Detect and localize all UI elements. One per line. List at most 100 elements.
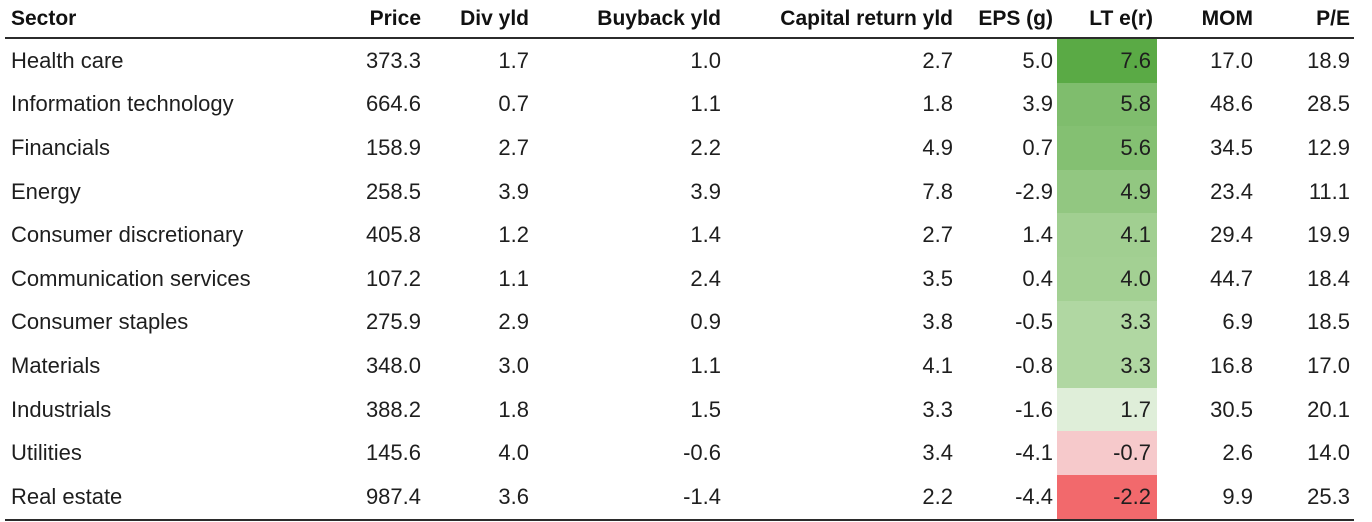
- cell-lt-er: -2.2: [1057, 474, 1157, 521]
- cell-pe: 18.5: [1307, 309, 1350, 335]
- cell-sector: Financials: [11, 134, 111, 160]
- cell-buyback-yld: 2.4: [690, 265, 721, 291]
- cell-lt-er: 7.6: [1057, 38, 1157, 83]
- cell-mom: 48.6: [1210, 91, 1253, 117]
- table-row: Utilities 145.6 4.0 -0.6 3.4 -4.1 -0.7 2…: [5, 431, 1354, 475]
- cell-pe: 25.3: [1257, 474, 1354, 521]
- header-capital-return-yld: Capital return yld: [725, 0, 957, 39]
- cell-eps-g: 0.7: [1022, 134, 1053, 160]
- cell-capital-return-yld: 2.2: [725, 474, 957, 521]
- cell-mom: 2.6: [1222, 440, 1253, 466]
- cell-sector: Energy: [11, 178, 81, 204]
- cell-lt-er: 4.1: [1057, 213, 1157, 257]
- cell-eps-g: -4.1: [1015, 440, 1053, 466]
- cell-capital-return-yld: 1.8: [922, 91, 953, 117]
- cell-mom: 30.5: [1210, 396, 1253, 422]
- cell-capital-return-yld: 2.7: [922, 222, 953, 248]
- cell-div-yld: 1.8: [498, 396, 529, 422]
- table-row: Financials 158.9 2.7 2.2 4.9 0.7 5.6 34.…: [5, 126, 1354, 170]
- cell-buyback-yld: 1.5: [690, 396, 721, 422]
- cell-buyback-yld: 0.9: [690, 309, 721, 335]
- header-pe: P/E: [1257, 0, 1354, 39]
- header-price: Price: [343, 0, 425, 39]
- cell-lt-er: 5.8: [1057, 82, 1157, 127]
- cell-pe: 17.0: [1307, 352, 1350, 378]
- cell-capital-return-yld: 2.7: [922, 47, 953, 73]
- header-lt-er: LT e(r): [1057, 0, 1157, 39]
- cell-mom: 44.7: [1210, 265, 1253, 291]
- cell-pe: 28.5: [1307, 91, 1350, 117]
- cell-pe: 20.1: [1307, 396, 1350, 422]
- header-mom: MOM: [1157, 0, 1257, 39]
- cell-div-yld: 1.2: [498, 222, 529, 248]
- cell-lt-er: 1.7: [1057, 387, 1157, 432]
- cell-capital-return-yld: 4.9: [922, 134, 953, 160]
- table-row: Industrials 388.2 1.8 1.5 3.3 -1.6 1.7 3…: [5, 387, 1354, 432]
- cell-div-yld: 1.1: [498, 265, 529, 291]
- cell-sector: Real estate: [5, 474, 343, 521]
- cell-mom: 16.8: [1210, 352, 1253, 378]
- cell-sector: Consumer discretionary: [11, 222, 244, 248]
- header-buyback-yld: Buyback yld: [533, 0, 725, 39]
- cell-lt-er: 3.3: [1057, 344, 1157, 388]
- cell-lt-er: 5.6: [1057, 126, 1157, 170]
- cell-div-yld: 3.0: [498, 352, 529, 378]
- cell-lt-er: 4.9: [1057, 169, 1157, 214]
- cell-buyback-yld: -1.4: [533, 474, 725, 521]
- table-row: Consumer staples 275.9 2.9 0.9 3.8 -0.5 …: [5, 300, 1354, 345]
- cell-price: 158.9: [365, 134, 421, 160]
- cell-capital-return-yld: 4.1: [922, 352, 953, 378]
- cell-price: 405.8: [365, 222, 421, 248]
- cell-capital-return-yld: 3.3: [922, 396, 953, 422]
- cell-pe: 19.9: [1307, 222, 1350, 248]
- cell-div-yld: 1.7: [498, 47, 529, 73]
- cell-price: 348.0: [365, 352, 421, 378]
- cell-sector: Information technology: [11, 91, 234, 117]
- cell-capital-return-yld: 3.4: [922, 440, 953, 466]
- cell-pe: 18.9: [1307, 47, 1350, 73]
- cell-price: 664.6: [365, 91, 421, 117]
- cell-lt-er: 4.0: [1057, 256, 1157, 301]
- table-row: Energy 258.5 3.9 3.9 7.8 -2.9 4.9 23.4 1…: [5, 169, 1354, 214]
- cell-eps-g: -0.5: [1015, 309, 1053, 335]
- cell-mom: 29.4: [1210, 222, 1253, 248]
- cell-eps-g: -4.4: [957, 474, 1057, 521]
- cell-pe: 12.9: [1307, 134, 1350, 160]
- cell-div-yld: 0.7: [498, 91, 529, 117]
- cell-eps-g: 1.4: [1022, 222, 1053, 248]
- cell-buyback-yld: 1.1: [690, 91, 721, 117]
- cell-div-yld: 3.9: [498, 178, 529, 204]
- table-row: Health care 373.3 1.7 1.0 2.7 5.0 7.6 17…: [5, 38, 1354, 83]
- table-row: Communication services 107.2 1.1 2.4 3.5…: [5, 256, 1354, 301]
- cell-div-yld: 2.9: [498, 309, 529, 335]
- cell-pe: 14.0: [1307, 440, 1350, 466]
- cell-price: 987.4: [343, 474, 425, 521]
- table-row: Real estate 987.4 3.6 -1.4 2.2 -4.4 -2.2…: [5, 474, 1354, 521]
- cell-sector: Communication services: [11, 265, 251, 291]
- cell-capital-return-yld: 3.8: [922, 309, 953, 335]
- cell-buyback-yld: 3.9: [690, 178, 721, 204]
- cell-mom: 17.0: [1210, 47, 1253, 73]
- sector-table: Sector Price Div yld Buyback yld Capital…: [5, 0, 1354, 521]
- cell-buyback-yld: 2.2: [690, 134, 721, 160]
- cell-price: 388.2: [365, 396, 421, 422]
- cell-pe: 11.1: [1308, 178, 1350, 204]
- cell-sector: Materials: [11, 352, 101, 378]
- cell-lt-er: -0.7: [1057, 431, 1157, 475]
- header-sector: Sector: [5, 0, 343, 39]
- cell-mom: 6.9: [1222, 309, 1253, 335]
- cell-price: 145.6: [365, 440, 421, 466]
- cell-buyback-yld: 1.1: [690, 352, 721, 378]
- table-row: Materials 348.0 3.0 1.1 4.1 -0.8 3.3 16.…: [5, 344, 1354, 388]
- cell-mom: 34.5: [1210, 134, 1253, 160]
- cell-eps-g: 5.0: [1022, 47, 1053, 73]
- cell-sector: Industrials: [11, 396, 112, 422]
- cell-lt-er: 3.3: [1057, 300, 1157, 345]
- table-header: Sector Price Div yld Buyback yld Capital…: [5, 0, 1354, 39]
- cell-mom: 23.4: [1210, 178, 1253, 204]
- cell-pe: 18.4: [1307, 265, 1350, 291]
- cell-price: 275.9: [365, 309, 421, 335]
- cell-capital-return-yld: 3.5: [922, 265, 953, 291]
- cell-eps-g: 3.9: [1022, 91, 1053, 117]
